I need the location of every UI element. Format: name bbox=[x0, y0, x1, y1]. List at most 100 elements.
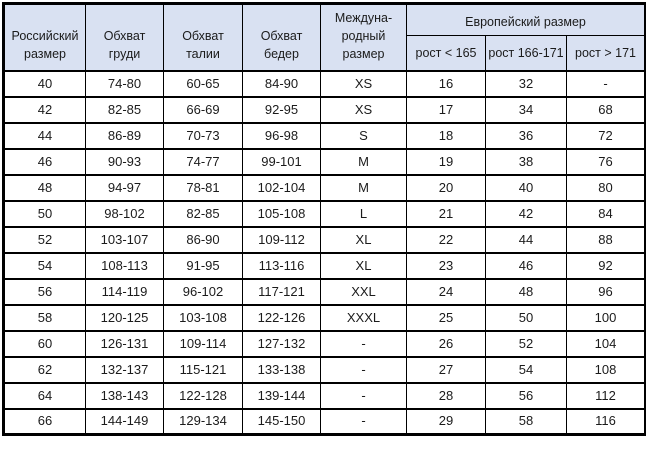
table-header: Российский размер Обхват груди Обхват та… bbox=[3, 2, 646, 72]
table-cell: 50 bbox=[485, 303, 567, 332]
table-cell: 16 bbox=[406, 69, 486, 98]
table-cell: 114-119 bbox=[85, 277, 164, 306]
table-cell: 26 bbox=[406, 329, 486, 358]
table-cell: 36 bbox=[485, 121, 567, 150]
table-cell: 103-107 bbox=[85, 225, 164, 254]
table-cell: 17 bbox=[406, 95, 486, 124]
table-cell: 84 bbox=[566, 199, 646, 228]
table-cell: M bbox=[320, 147, 407, 176]
table-cell: 127-132 bbox=[242, 329, 321, 358]
table-cell: 54 bbox=[485, 355, 567, 384]
table-row: 40 74-80 60-65 84-90 XS 16 32- bbox=[3, 69, 646, 98]
table-row: 60 126-131 109-114 127-132-26 52 104 bbox=[3, 329, 646, 358]
table-cell: XS bbox=[320, 95, 407, 124]
table-cell: 72 bbox=[566, 121, 646, 150]
table-cell: - bbox=[320, 381, 407, 410]
table-cell: 82-85 bbox=[163, 199, 243, 228]
table-cell: 46 bbox=[485, 251, 567, 280]
table-cell: 113-116 bbox=[242, 251, 321, 280]
header-russian-size: Российский размер bbox=[3, 2, 86, 72]
header-chest: Обхват груди bbox=[85, 2, 164, 72]
table-row: 48 94-97 78-81 102-104 M 20 40 80 bbox=[3, 173, 646, 202]
header-waist: Обхват талии bbox=[163, 2, 243, 72]
table-cell: 18 bbox=[406, 121, 486, 150]
table-cell: 21 bbox=[406, 199, 486, 228]
table-cell: L bbox=[320, 199, 407, 228]
table-cell: XXXL bbox=[320, 303, 407, 332]
table-cell: 19 bbox=[406, 147, 486, 176]
header-hips: Обхват бедер bbox=[242, 2, 321, 72]
table-cell: 62 bbox=[3, 355, 86, 384]
table-cell: XXL bbox=[320, 277, 407, 306]
table-row: 52 103-107 86-90 109-112 XL 22 44 88 bbox=[3, 225, 646, 254]
header-row-sub: рост < 165 рост 166-171 рост > 171 bbox=[4, 34, 646, 72]
table-cell: 24 bbox=[406, 277, 486, 306]
table-row: 64 138-143 122-128 139-144-28 56 112 bbox=[3, 381, 646, 410]
table-row: 56 114-119 96-102 117-121 XXL 24 48 96 bbox=[3, 277, 646, 306]
table-cell: M bbox=[320, 173, 407, 202]
table-cell: 112 bbox=[566, 381, 646, 410]
header-european-size-group: Европейский размер bbox=[406, 2, 646, 36]
table-cell: 122-126 bbox=[242, 303, 321, 332]
table-cell: 50 bbox=[3, 199, 86, 228]
table-cell: 38 bbox=[485, 147, 567, 176]
table-cell: 99-101 bbox=[242, 147, 321, 176]
table-cell: 66-69 bbox=[163, 95, 243, 124]
table-cell: 108-113 bbox=[85, 251, 164, 280]
table-row: 42 82-85 66-69 92-95 XS 17 34 68 bbox=[3, 95, 646, 124]
header-height-under-165: рост < 165 bbox=[406, 34, 486, 72]
table-cell: 64 bbox=[3, 381, 86, 410]
table-cell: 86-90 bbox=[163, 225, 243, 254]
table-cell: 82-85 bbox=[85, 95, 164, 124]
table-cell: 58 bbox=[3, 303, 86, 332]
table-cell: 122-128 bbox=[163, 381, 243, 410]
table-row: 46 90-93 74-77 99-101 M 19 38 76 bbox=[3, 147, 646, 176]
table-cell: 20 bbox=[406, 173, 486, 202]
table-cell: 76 bbox=[566, 147, 646, 176]
table-cell: 109-112 bbox=[242, 225, 321, 254]
table-cell: 48 bbox=[485, 277, 567, 306]
table-cell: 91-95 bbox=[163, 251, 243, 280]
table-cell: XS bbox=[320, 69, 407, 98]
table-cell: 52 bbox=[485, 329, 567, 358]
table-cell: 96-102 bbox=[163, 277, 243, 306]
table-cell: 42 bbox=[3, 95, 86, 124]
header-height-over-171: рост > 171 bbox=[566, 34, 646, 72]
table-cell: 56 bbox=[3, 277, 86, 306]
table-cell: 44 bbox=[3, 121, 86, 150]
table-cell: 78-81 bbox=[163, 173, 243, 202]
table-cell: 139-144 bbox=[242, 381, 321, 410]
table-row: 50 98-102 82-85 105-108 L 21 42 84 bbox=[3, 199, 646, 228]
header-international-size: Междуна-родный размер bbox=[320, 2, 407, 72]
table-cell: 27 bbox=[406, 355, 486, 384]
table-cell: 60-65 bbox=[163, 69, 243, 98]
table-cell: 138-143 bbox=[85, 381, 164, 410]
table-cell: 40 bbox=[485, 173, 567, 202]
table-cell: 70-73 bbox=[163, 121, 243, 150]
table-row: 58 120-125 103-108 122-126 XXXL 25 50 100 bbox=[3, 303, 646, 332]
table-cell: 60 bbox=[3, 329, 86, 358]
table-cell: 88 bbox=[566, 225, 646, 254]
table-cell: XL bbox=[320, 225, 407, 254]
table-cell: 32 bbox=[485, 69, 567, 98]
table-row: 62 132-137 115-121 133-138-27 54 108 bbox=[3, 355, 646, 384]
size-chart-table: Российский размер Обхват груди Обхват та… bbox=[2, 2, 646, 436]
table-cell: 105-108 bbox=[242, 199, 321, 228]
table-cell: 132-137 bbox=[85, 355, 164, 384]
table-cell: 126-131 bbox=[85, 329, 164, 358]
table-cell: 68 bbox=[566, 95, 646, 124]
table-cell: 42 bbox=[485, 199, 567, 228]
table-cell: 25 bbox=[406, 303, 486, 332]
table-cell: 54 bbox=[3, 251, 86, 280]
table-cell: 115-121 bbox=[163, 355, 243, 384]
table-cell: 116 bbox=[566, 407, 646, 436]
table-cell: XL bbox=[320, 251, 407, 280]
table-cell: 104 bbox=[566, 329, 646, 358]
table-row: 44 86-89 70-73 96-98 S 18 36 72 bbox=[3, 121, 646, 150]
table-cell: 98-102 bbox=[85, 199, 164, 228]
table-row: 66 144-149 129-134 145-150-29 58 116 bbox=[3, 407, 646, 436]
table-cell: 102-104 bbox=[242, 173, 321, 202]
table-cell: 28 bbox=[406, 381, 486, 410]
table-cell: 109-114 bbox=[163, 329, 243, 358]
header-height-166-171: рост 166-171 bbox=[485, 34, 567, 72]
